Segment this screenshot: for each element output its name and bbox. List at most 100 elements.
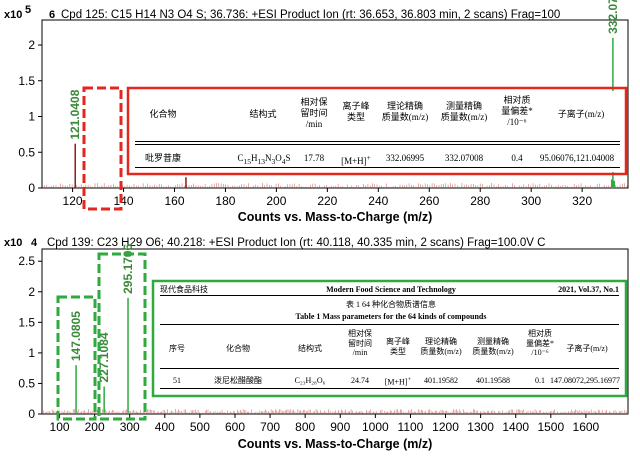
table-bottom-header-dev: 相对质 量偏差* /10⁻⁶ (526, 329, 554, 358)
x-tick-label-bottom-7: 800 (295, 420, 315, 434)
baseline-noise-top (44, 183, 628, 188)
y-scale-top: x10 (4, 9, 22, 21)
highlight-peak-box-top (82, 86, 123, 211)
y-tick-label-top-4: 2 (28, 38, 35, 52)
plot-area-bottom (41, 248, 629, 415)
peak-label-bottom-1: 227.1084 (97, 332, 111, 382)
table-top-theo: 332.06995 (385, 153, 425, 163)
table-bottom-header-theo: 理论精确 质量数(m/z) (420, 337, 462, 356)
x-tick-label-top-9: 300 (521, 194, 541, 208)
table-top-rule-3 (135, 167, 620, 168)
x-tick-label-top-2: 160 (164, 194, 184, 208)
y-tick-label-bottom-4: 2 (28, 285, 35, 299)
table-top-header-frag: 子离子(m/z) (557, 109, 605, 119)
table-top-header-formula: 结构式 (249, 109, 277, 119)
table-bottom-header-ion: 离子峰 类型 (386, 337, 410, 356)
x-tick-label-top-0: 120 (63, 194, 83, 208)
x-tick-label-top-1: 140 (114, 194, 134, 208)
panel-bottom: x10 4 Cpd 139: C23 H29 O6; 40.218: +ESI … (4, 237, 629, 451)
table-bottom-meas: 401.19588 (476, 376, 510, 385)
highlight-table-box-bottom (151, 279, 628, 398)
x-tick-label-bottom-4: 500 (190, 420, 210, 434)
x-axis-label-bottom: Counts vs. Mass-to-Charge (m/z) (238, 437, 432, 451)
y-tick-label-bottom-2: 1 (28, 346, 35, 360)
x-tick-label-top-8: 280 (470, 194, 490, 208)
x-tick-label-top-6: 240 (368, 194, 388, 208)
table-top-frag: 95.06076,121.04008 (539, 153, 615, 163)
table-bottom-no: 51 (173, 376, 181, 385)
x-tick-label-bottom-10: 1100 (398, 420, 424, 434)
table-top-compound: 吡罗昔康 (144, 153, 181, 163)
x-axis-label-top: Counts vs. Mass-to-Charge (m/z) (238, 210, 432, 224)
table-bottom-header-formula: 结构式 (298, 344, 322, 353)
table-top-meas: 332.07008 (444, 153, 484, 163)
x-tick-label-bottom-15: 1600 (573, 420, 600, 434)
table-bottom-rule-2 (160, 368, 619, 369)
table-bottom-ion: [M+H]+ (384, 376, 412, 387)
table-bottom-header-rt: 相对保 留时间 /min (348, 329, 372, 358)
table-bottom-frag: 147.08072,295.16977 (550, 376, 620, 385)
x-tick-label-bottom-6: 700 (260, 420, 280, 434)
table-caption-cn: 表 1 64 种化合物质谱信息 (346, 300, 436, 309)
x-tick-label-bottom-13: 1400 (502, 420, 529, 434)
table-top-rule-1 (135, 141, 620, 142)
chart-title-top: Cpd 125: C15 H14 N3 O4 S; 36.736: +ESI P… (61, 9, 560, 21)
table-top: 化合物 结构式 相对保 留时间 /min 离子峰 类型 理论精确 质量数(m/z… (131, 91, 624, 172)
x-tick-label-top-3: 180 (215, 194, 235, 208)
table-top-dev: 0.4 (511, 153, 523, 163)
table-top-header-theo: 理论精确 质量数(m/z) (381, 101, 429, 122)
table-top-ion: [M+H]+ (341, 153, 371, 166)
y-tick-label-top-3: 1.5 (18, 74, 35, 88)
x-tick-label-bottom-8: 900 (330, 420, 350, 434)
table-bottom-compound: 泼尼松醋酸酯 (214, 376, 262, 385)
peak-label-top-3: 332.0728 (606, 0, 620, 34)
table-top-header-compound: 化合物 (149, 109, 177, 119)
y-tick-label-bottom-1: 0.5 (18, 376, 35, 390)
x-tick-label-bottom-14: 1500 (537, 420, 564, 434)
table-top-header-dev: 相对质 量偏差* /10⁻⁶ (501, 95, 533, 127)
table-bottom-dev: 0.1 (535, 376, 545, 385)
y-tick-label-top-1: 0.5 (18, 145, 35, 159)
panel-index-top: 6 (49, 9, 55, 21)
table-bottom-header-compound: 化合物 (226, 344, 250, 353)
table-bottom-rule-3 (160, 388, 619, 389)
journal-rule (160, 295, 619, 296)
y-tick-label-bottom-3: 1.5 (18, 315, 35, 329)
highlight-peak-box-bottom-2 (97, 252, 147, 421)
x-tick-label-bottom-1: 200 (85, 420, 105, 434)
table-bottom-header-no: 序号 (169, 344, 185, 353)
table-top-header-ion: 离子峰 类型 (342, 101, 370, 122)
table-top-formula: C15H13N3O4S (237, 153, 291, 166)
x-tick-label-bottom-11: 1200 (432, 420, 459, 434)
x-tick-label-top-7: 260 (419, 194, 439, 208)
y-tick-label-top-0: 0 (28, 181, 35, 195)
peak-label-top-0: 121.0408 (68, 89, 82, 139)
y-scale-bottom: x10 (4, 237, 22, 249)
peak-label-bottom-2: 295.1706 (121, 244, 135, 294)
x-tick-label-bottom-12: 1300 (467, 420, 494, 434)
journal-name: 现代食品科技 (160, 285, 208, 294)
x-tick-label-bottom-9: 1000 (362, 420, 389, 434)
x-tick-label-top-4: 200 (266, 194, 286, 208)
table-bottom-rule-1 (160, 324, 619, 325)
table-caption-en: Table 1 Mass parameters for the 64 kinds… (295, 312, 487, 321)
table-top-header-rt: 相对保 留时间 /min (300, 97, 328, 129)
table-top-header-meas: 测量精确 质量数(m/z) (440, 101, 488, 122)
highlight-peak-box-bottom-1 (56, 295, 97, 421)
peak-label-bottom-0: 147.0805 (69, 311, 83, 361)
highlight-table-box-top (126, 86, 628, 176)
y-tick-label-bottom-5: 2.5 (18, 254, 35, 268)
plot-area-top (41, 19, 629, 189)
x-tick-label-top-10: 320 (572, 194, 592, 208)
panel-index-bottom: 4 (31, 237, 38, 249)
table-bottom-formula: C₂₃H₂₈O₆ (294, 376, 326, 385)
journal-name-en: Modern Food Science and Technology (326, 285, 456, 294)
y-exponent-top: 5 (25, 4, 31, 16)
x-tick-label-bottom-2: 300 (120, 420, 140, 434)
table-bottom-rt: 24.74 (351, 376, 369, 385)
table-bottom-theo: 401.19582 (424, 376, 458, 385)
x-tick-label-bottom-0: 100 (50, 420, 70, 434)
table-bottom-header-frag: 子离子(m/z) (566, 344, 608, 353)
x-tick-label-top-5: 220 (317, 194, 337, 208)
